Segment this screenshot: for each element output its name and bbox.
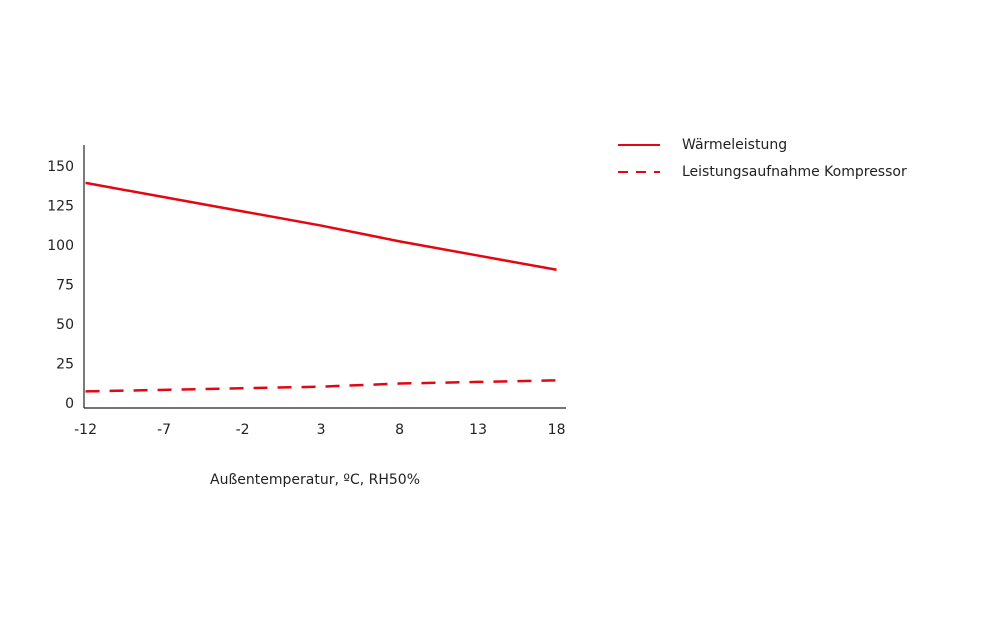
y-tick-label: 0 xyxy=(65,396,74,412)
x-tick-label: 18 xyxy=(548,422,566,438)
series-line xyxy=(85,379,557,393)
y-tick-label: 75 xyxy=(56,278,74,294)
legend-label: Leistungsaufnahme Kompressor xyxy=(682,164,907,180)
series-line xyxy=(85,181,557,272)
x-tick-label: -12 xyxy=(74,422,97,438)
y-tick-label: 150 xyxy=(47,159,74,175)
x-tick-label: 13 xyxy=(469,422,487,438)
x-tick-label: 8 xyxy=(395,422,404,438)
x-axis-label: Außentemperatur, ºC, RH50% xyxy=(210,472,420,488)
legend-label: Wärmeleistung xyxy=(682,137,787,153)
y-tick-label: 25 xyxy=(56,357,74,373)
y-tick-label: 125 xyxy=(47,199,74,215)
y-tick-label: 50 xyxy=(56,317,74,333)
x-tick-label: 3 xyxy=(317,422,326,438)
y-tick-label: 100 xyxy=(47,238,74,254)
x-tick-label: -2 xyxy=(236,422,250,438)
x-tick-label: -7 xyxy=(157,422,171,438)
